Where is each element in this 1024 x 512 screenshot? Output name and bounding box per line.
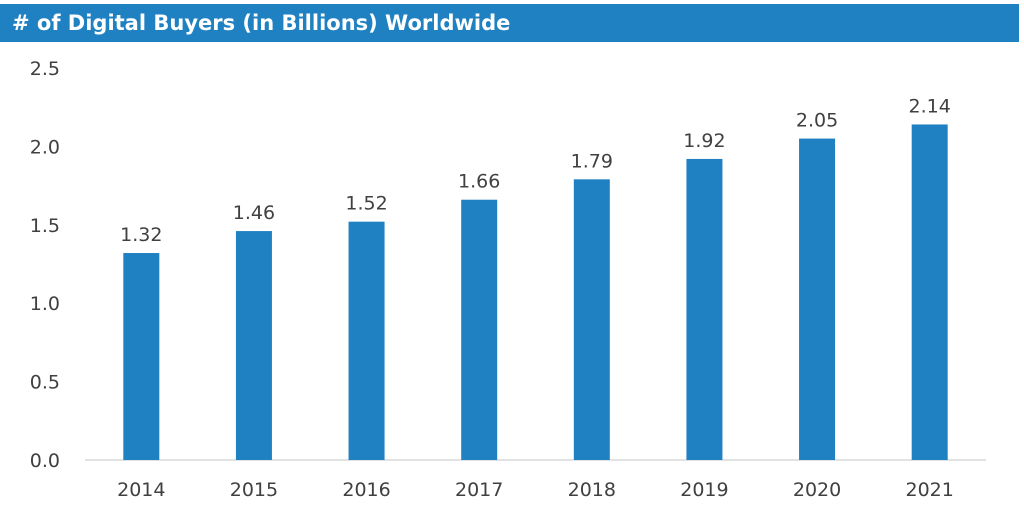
y-tick-label: 0.5 [30, 372, 60, 394]
data-label: 1.79 [571, 150, 613, 172]
bar-2019 [686, 158, 723, 460]
chart-title: # of Digital Buyers (in Billions) Worldw… [12, 11, 511, 35]
data-label: 2.14 [909, 95, 951, 117]
bar-2014 [123, 253, 160, 460]
bar-2021 [911, 124, 948, 460]
bar-2020 [799, 138, 836, 460]
x-tick-label: 2018 [568, 479, 616, 501]
x-tick-label: 2019 [680, 479, 728, 501]
x-tick-label: 2014 [117, 479, 165, 501]
bar-2016 [348, 221, 385, 460]
chart-area: 0.0 0.5 1.0 1.5 2.0 2.5 1.32 2014 1.46 2015 1.52 20… [0, 42, 1024, 512]
x-tick-label: 2016 [342, 479, 390, 501]
y-tick-label: 2.0 [30, 136, 60, 158]
y-tick-label: 0.0 [30, 450, 60, 472]
x-tick-label: 2020 [793, 479, 841, 501]
data-label: 1.52 [345, 193, 387, 215]
y-tick-label: 1.0 [30, 293, 60, 315]
x-tick-label: 2021 [906, 479, 954, 501]
title-bar: # of Digital Buyers (in Billions) Worldw… [0, 4, 1019, 42]
data-label: 1.32 [120, 224, 162, 246]
bar-chart: 0.0 0.5 1.0 1.5 2.0 2.5 1.32 2014 1.46 2015 1.52 20… [30, 58, 986, 501]
y-tick-label: 2.5 [30, 58, 60, 80]
data-label: 2.05 [796, 110, 838, 132]
y-tick-label: 1.5 [30, 215, 60, 237]
data-label: 1.92 [683, 130, 725, 152]
data-label: 1.66 [458, 171, 500, 193]
bar-2018 [573, 179, 610, 460]
bar-2015 [235, 231, 272, 460]
x-tick-label: 2017 [455, 479, 503, 501]
data-label: 1.46 [233, 202, 275, 224]
x-tick-label: 2015 [230, 479, 278, 501]
bar-2017 [461, 199, 498, 460]
